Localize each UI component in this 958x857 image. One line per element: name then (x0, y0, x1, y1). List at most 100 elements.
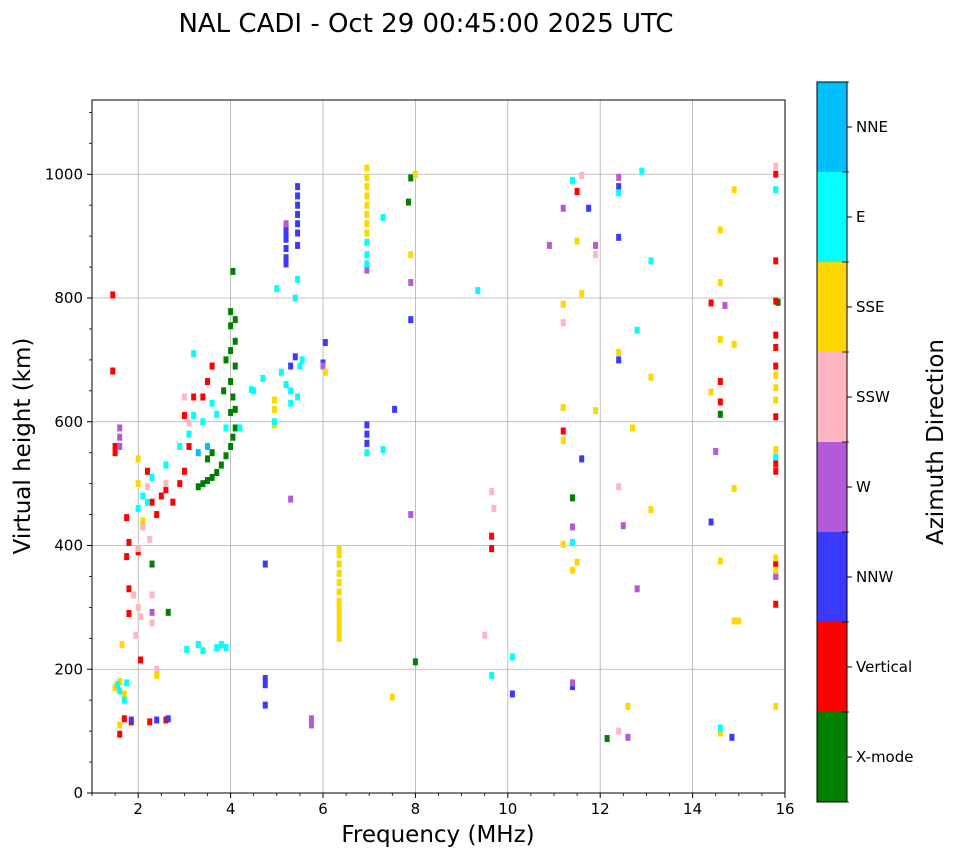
data-point-ssw (579, 171, 585, 179)
data-point-sse (412, 170, 418, 178)
data-point-x-mode (230, 433, 236, 441)
data-point-x-mode (228, 308, 234, 316)
data-point-sse (773, 384, 779, 392)
colorbar-category-label: NNE (856, 118, 888, 136)
data-point-vertical (773, 413, 779, 421)
data-point-nnw (292, 353, 298, 361)
data-point-ssw (560, 319, 566, 327)
data-point-nnw (283, 245, 289, 252)
colorbar-category-label: X-mode (856, 748, 913, 766)
data-point-sse (154, 671, 160, 679)
data-point-nnw (288, 362, 294, 370)
data-point-ssw (147, 535, 153, 543)
data-point-x-mode (604, 735, 610, 743)
data-point-sse (336, 551, 342, 559)
y-tick-label: 1000 (45, 165, 83, 183)
data-point-w (308, 721, 314, 729)
data-point-nnw (616, 183, 622, 191)
data-point-vertical (170, 498, 176, 506)
data-point-sse (773, 446, 779, 454)
data-point-sse (336, 597, 342, 605)
data-point-ssw (616, 727, 622, 735)
data-point-x-mode (228, 322, 234, 330)
data-point-w (149, 608, 155, 616)
data-point-e (639, 167, 645, 175)
data-point-w (722, 301, 728, 309)
data-point-sse (773, 396, 779, 404)
colorbar-category-label: E (856, 208, 865, 226)
data-point-nnw (392, 405, 398, 413)
data-point-e (144, 498, 150, 506)
data-point-e (773, 453, 779, 461)
data-point-sse (364, 210, 370, 218)
data-point-vertical (154, 511, 160, 519)
data-point-vertical (124, 514, 130, 522)
data-point-vertical (773, 600, 779, 608)
data-point-ssw (186, 419, 192, 427)
data-point-sse (773, 554, 779, 562)
data-point-e (292, 294, 298, 302)
data-point-nnw (509, 690, 515, 698)
data-point-sse (717, 557, 723, 565)
data-point-sse (364, 183, 370, 191)
x-tick-label: 8 (411, 800, 421, 818)
data-point-e (195, 641, 201, 648)
colorbar-category-label: NNW (856, 568, 893, 586)
data-point-w (117, 433, 123, 441)
data-point-x-mode (214, 468, 220, 476)
data-point-nnw (708, 518, 714, 526)
data-point-e (295, 275, 301, 283)
data-point-x-mode (228, 408, 234, 416)
data-point-sse (271, 405, 277, 413)
data-point-vertical (773, 331, 779, 339)
data-point-nnw (295, 192, 301, 200)
colorbar-swatch (817, 622, 847, 712)
data-point-e (364, 251, 370, 259)
y-tick-label: 600 (54, 413, 83, 431)
data-point-vertical (560, 427, 566, 435)
data-point-e (177, 443, 183, 450)
data-point-e (237, 424, 243, 432)
data-point-ssw (131, 591, 137, 599)
data-point-sse (731, 340, 737, 348)
data-point-ssw (133, 631, 139, 639)
data-point-sse (336, 588, 342, 596)
x-tick-label: 10 (498, 800, 517, 818)
data-point-vertical (112, 443, 118, 450)
y-axis: 0 200 400 600 800 1000 (45, 111, 92, 802)
data-point-vertical (773, 344, 779, 351)
data-point-ssw (149, 619, 155, 627)
data-point-e (117, 687, 123, 695)
data-point-sse (364, 173, 370, 181)
data-point-w (569, 679, 575, 687)
colorbar-frame (816, 81, 848, 803)
data-point-sse (648, 373, 654, 381)
data-point-x-mode (232, 405, 238, 413)
data-point-vertical (110, 367, 116, 375)
data-point-x-mode (230, 267, 236, 275)
data-point-nnw (283, 260, 289, 268)
data-point-nnw (616, 233, 622, 241)
data-point-e (295, 393, 301, 401)
colorbar-swatch (817, 172, 847, 262)
data-point-e (140, 492, 146, 500)
data-point-ssw (593, 251, 599, 259)
data-point-nnw (165, 715, 171, 723)
data-point-nnw (283, 235, 289, 243)
data-point-nnw (322, 339, 328, 347)
data-point-sse (731, 617, 737, 625)
data-point-sse (322, 368, 328, 376)
data-point-vertical (489, 532, 495, 540)
data-point-w (408, 511, 414, 519)
data-point-w (560, 204, 566, 212)
data-point-sse (336, 628, 342, 636)
data-point-sse (336, 610, 342, 618)
data-point-x-mode (221, 387, 227, 395)
data-point-x-mode (209, 473, 215, 481)
data-point-nnw (128, 716, 134, 724)
plot-frame (91, 99, 786, 794)
data-point-sse (736, 617, 742, 625)
data-point-e (648, 257, 654, 265)
data-point-vertical (147, 718, 153, 726)
